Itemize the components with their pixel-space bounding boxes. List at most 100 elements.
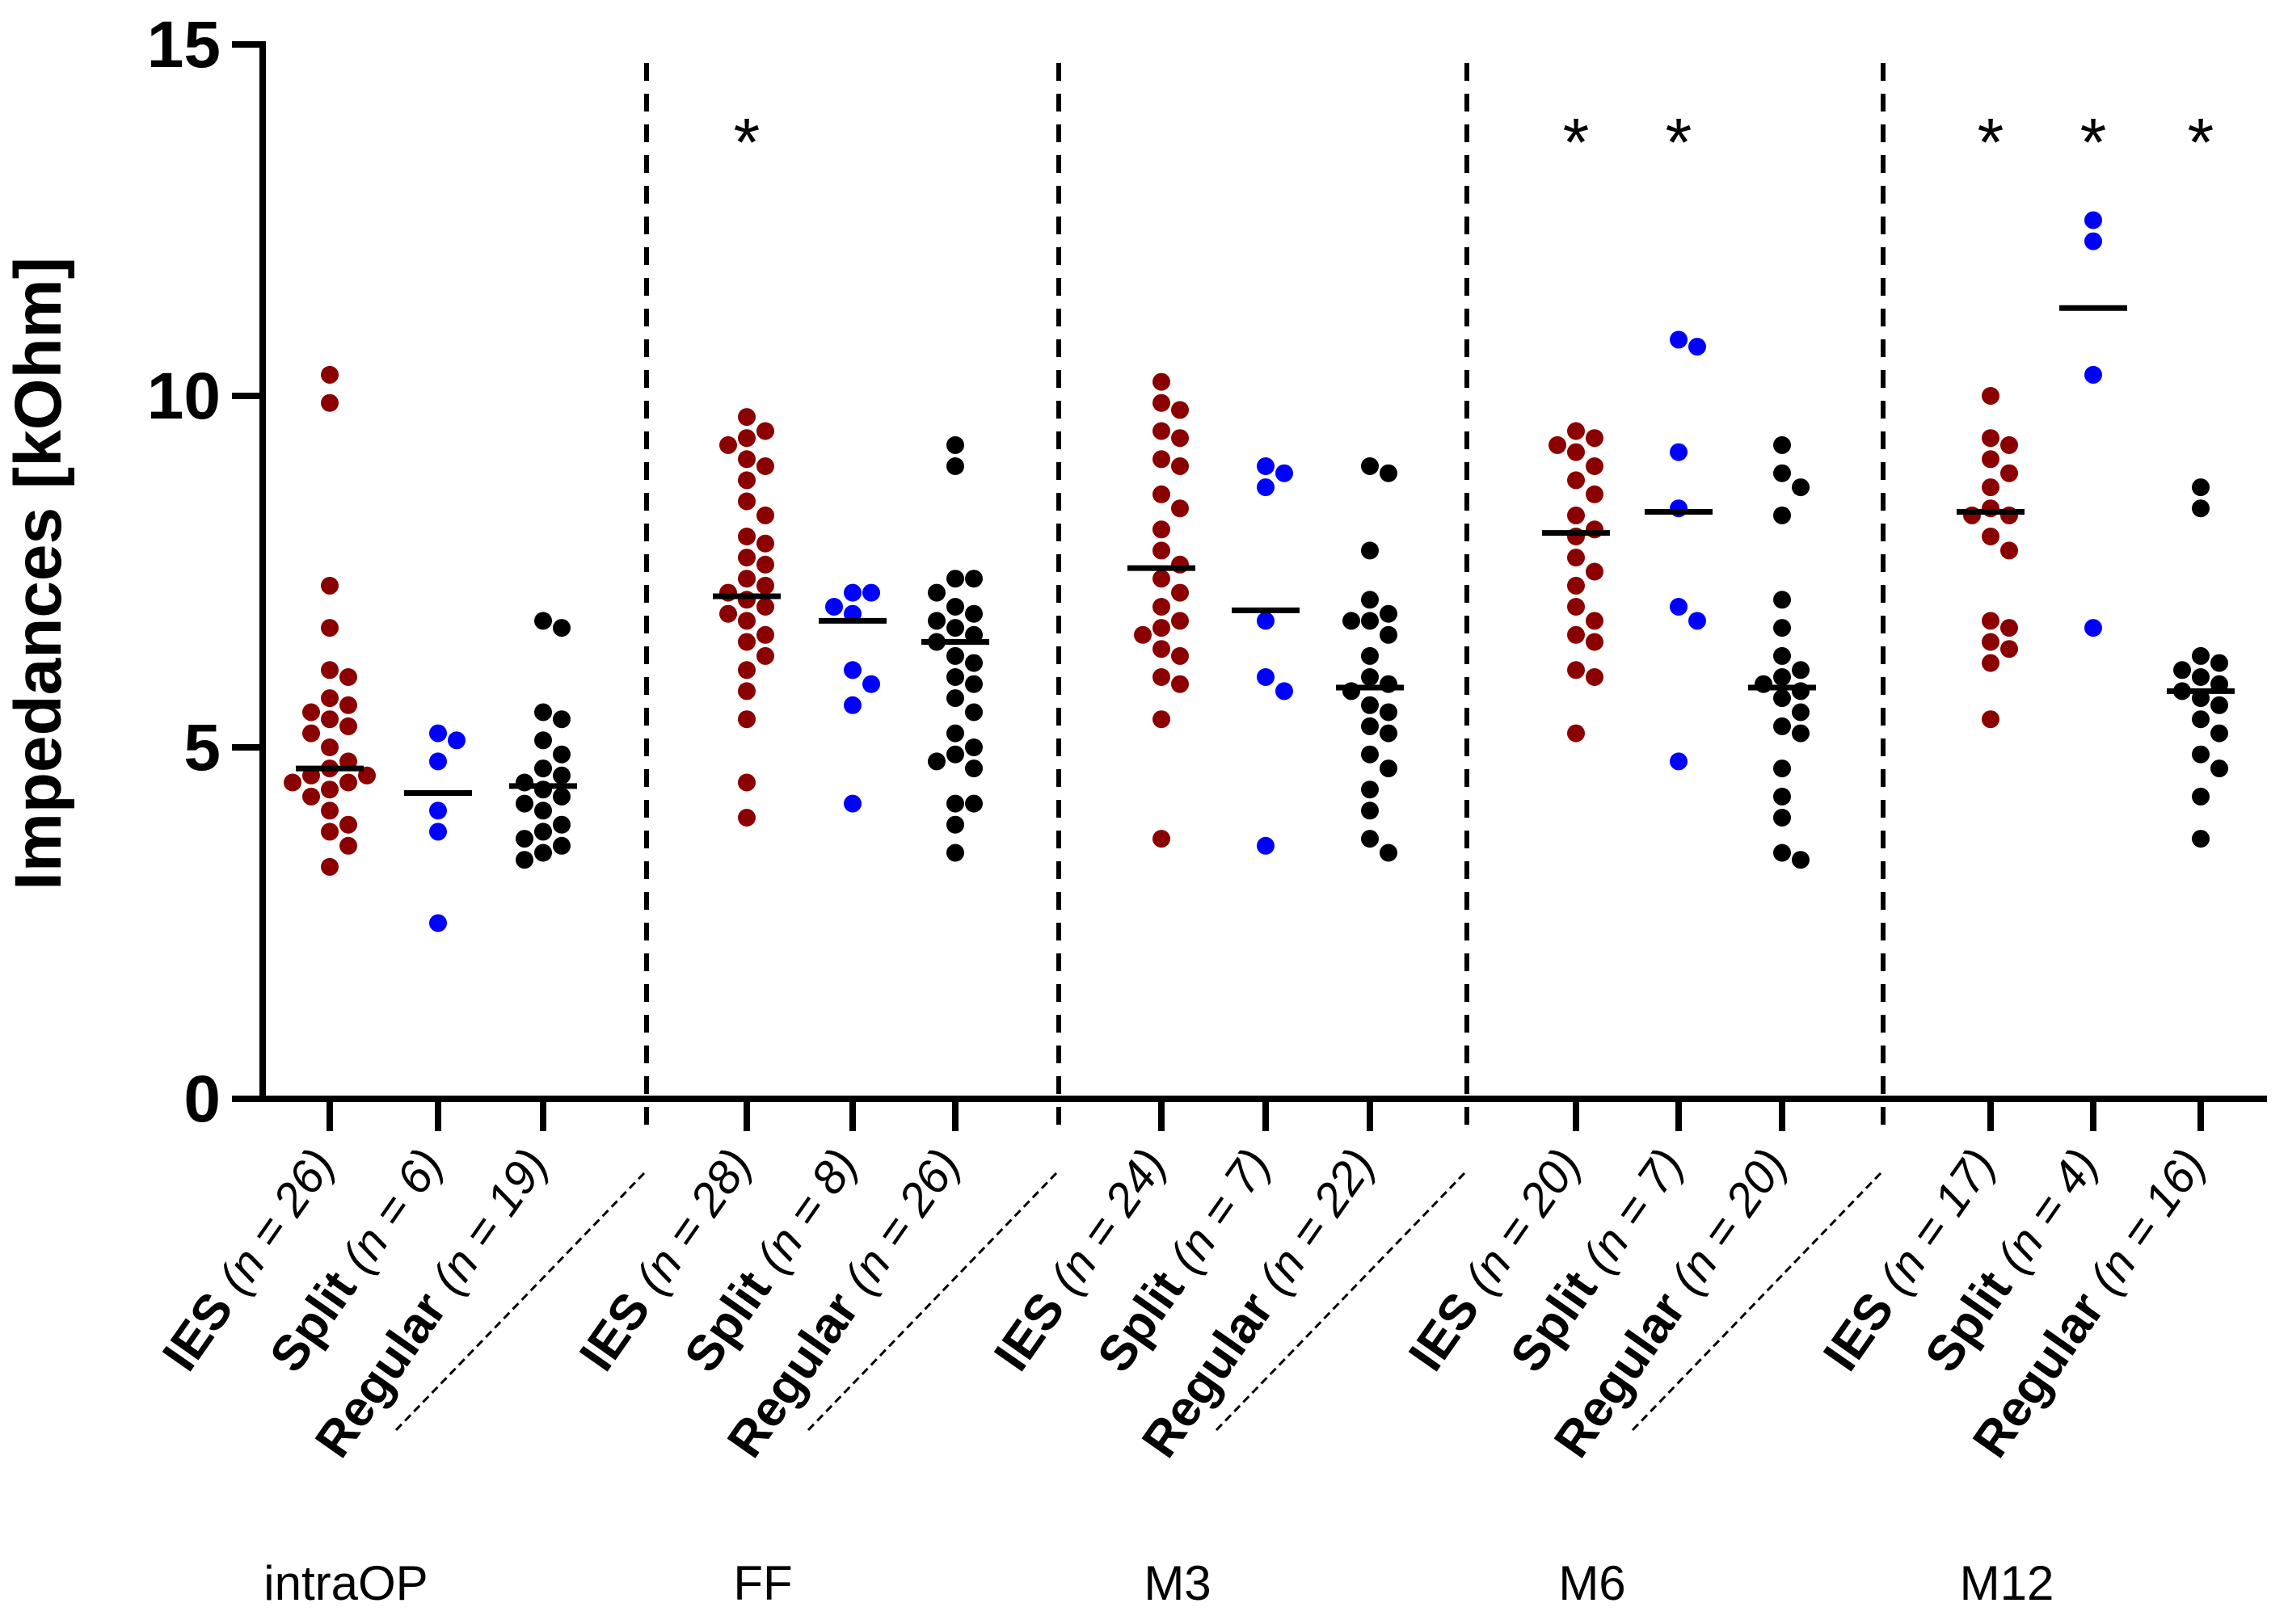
data-point [1586,612,1603,630]
data-point [2192,830,2210,848]
group-label: intraOP [263,1556,428,1610]
data-point [719,604,737,623]
group-label: M12 [1960,1556,2054,1610]
data-point [1257,457,1275,475]
data-point [965,794,983,813]
data-point [1586,562,1603,581]
data-point [1171,457,1189,475]
data-point [1152,598,1170,616]
data-point [1171,612,1189,630]
data-point [1773,668,1791,686]
data-point [844,696,862,714]
data-point [1152,619,1170,637]
data-point [339,836,357,855]
data-point [738,450,756,469]
data-point [1773,809,1791,827]
data-point [284,773,301,792]
data-point [1171,675,1189,693]
data-point [1567,422,1585,440]
data-point [2084,232,2102,250]
data-point [738,570,756,588]
data-point [1171,429,1189,448]
data-point [946,646,964,665]
data-point [1567,549,1585,567]
data-point [946,598,964,616]
data-point [553,619,571,637]
data-point [1380,759,1397,778]
data-point [429,823,447,841]
data-point [965,675,983,693]
data-point [534,703,552,722]
group-label: FF [733,1556,792,1610]
y-tick-label: 5 [183,711,221,785]
data-point [738,809,756,827]
data-point [738,661,756,679]
data-point [302,787,320,806]
data-point [946,724,964,743]
data-point [2084,211,2102,229]
data-point [302,724,320,743]
data-point [553,766,571,785]
data-point [1567,598,1585,616]
data-point [339,773,357,792]
data-point [844,661,862,679]
data-point [448,731,466,750]
data-point [1586,485,1603,503]
data-point [1982,450,1999,469]
data-point [1792,478,1810,497]
data-point [1567,576,1585,595]
data-point [1773,844,1791,862]
group-separator-diagonal [394,1172,646,1432]
data-point [1982,710,1999,729]
data-point [1152,570,1170,588]
data-point [1567,724,1585,743]
data-point [2000,619,2018,637]
data-point [516,851,533,869]
data-point [321,689,339,708]
data-point [2210,654,2228,672]
data-point [1688,612,1706,630]
data-point [321,393,339,412]
data-point [738,492,756,511]
data-point [1982,654,1999,672]
category-labels: IES (n = 26)Split (n = 6)Regular (n = 19… [152,1139,2215,1467]
data-point [1567,506,1585,524]
group-separator-diagonal [1631,1172,1882,1432]
data-point [965,759,983,778]
data-point [756,534,774,553]
data-point [965,604,983,623]
data-point [1152,422,1170,440]
data-point [1152,372,1170,391]
data-point [1549,435,1566,454]
data-point [1586,668,1603,686]
data-point [339,668,357,686]
data-point [553,745,571,764]
data-point [862,583,880,602]
data-point [553,787,571,806]
significance-star: * [2188,104,2214,180]
data-point [1670,330,1688,349]
data-point [1171,646,1189,665]
data-point [2000,640,2018,658]
group-labels: intraOP FF M3 M6 M12 [263,1556,2054,1610]
data-point [946,435,964,454]
data-point [1361,646,1379,665]
data-point [946,815,964,834]
data-point [2192,745,2210,764]
data-point [946,689,964,708]
data-point [1773,464,1791,482]
data-point [1275,682,1293,701]
data-point [1773,787,1791,806]
data-point [1670,443,1688,461]
data-point [1361,696,1379,714]
data-point [1257,668,1275,686]
data-points [284,211,2228,932]
data-point [946,570,964,588]
data-point [1567,661,1585,679]
x-ticks [327,1099,2204,1131]
significance-star: * [1978,104,2004,180]
data-point [756,422,774,440]
data-point [534,844,552,862]
data-point [2000,541,2018,560]
data-point [1670,598,1688,616]
